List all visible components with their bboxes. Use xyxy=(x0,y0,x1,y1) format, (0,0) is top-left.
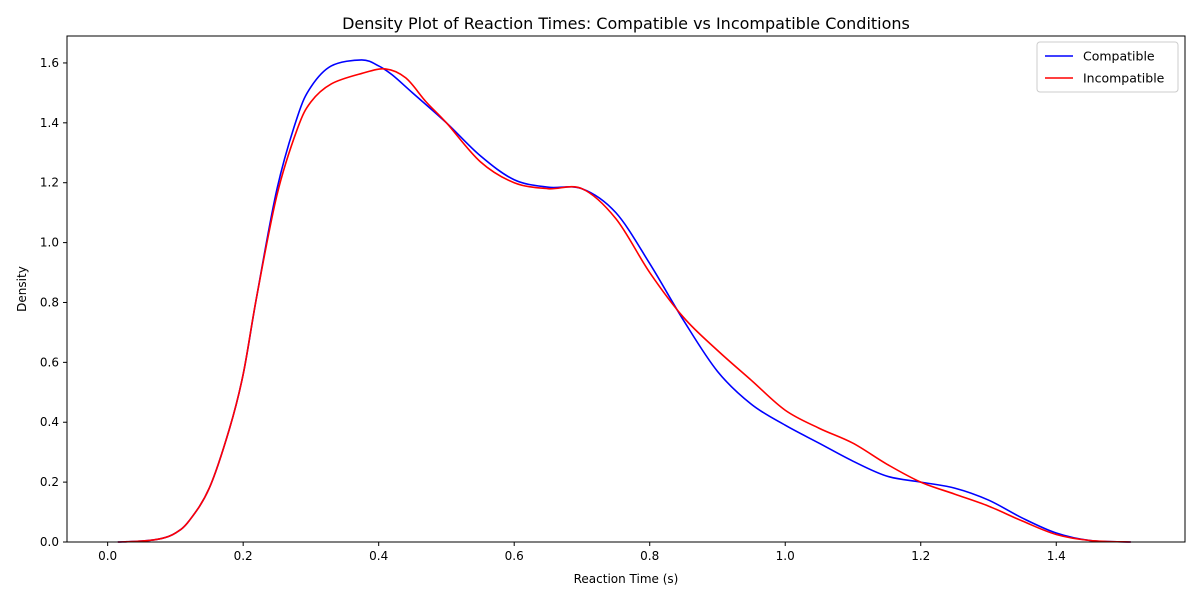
y-tick-label: 0.0 xyxy=(40,535,59,549)
series-line-incompatible xyxy=(117,68,1131,543)
axes-frame xyxy=(66,35,1186,543)
y-tick-label: 0.2 xyxy=(40,475,59,489)
legend: Compatible Incompatible xyxy=(1036,41,1179,93)
plot-area xyxy=(66,35,1186,543)
legend-label-compatible: Compatible xyxy=(1083,49,1155,64)
x-tick-label: 0.6 xyxy=(505,549,524,563)
x-tick-label: 1.0 xyxy=(776,549,795,563)
y-tick-label: 0.4 xyxy=(40,415,59,429)
x-tick-label: 1.2 xyxy=(911,549,930,563)
x-tick-label: 0.8 xyxy=(640,549,659,563)
x-tick-label: 0.0 xyxy=(98,549,117,563)
y-tick-label: 1.2 xyxy=(40,176,59,190)
x-axis-label: Reaction Time (s) xyxy=(574,572,679,586)
y-axis-ticks: 0.0 0.2 0.4 0.6 0.8 1.0 1.2 1.4 1.6 xyxy=(40,56,67,549)
x-tick-label: 0.2 xyxy=(234,549,253,563)
legend-box xyxy=(1036,41,1179,93)
x-tick-label: 1.4 xyxy=(1047,549,1066,563)
chart-title: Density Plot of Reaction Times: Compatib… xyxy=(342,14,910,33)
series-line-compatible xyxy=(117,59,1131,543)
y-tick-label: 0.8 xyxy=(40,295,59,309)
y-tick-label: 0.6 xyxy=(40,355,59,369)
x-axis-ticks: 0.0 0.2 0.4 0.6 0.8 1.0 1.2 1.4 xyxy=(98,542,1066,563)
x-tick-label: 0.4 xyxy=(369,549,388,563)
y-tick-label: 1.6 xyxy=(40,56,59,70)
y-tick-label: 1.0 xyxy=(40,236,59,250)
y-axis-label: Density xyxy=(15,266,29,312)
legend-label-incompatible: Incompatible xyxy=(1083,71,1165,86)
y-tick-label: 1.4 xyxy=(40,116,59,130)
